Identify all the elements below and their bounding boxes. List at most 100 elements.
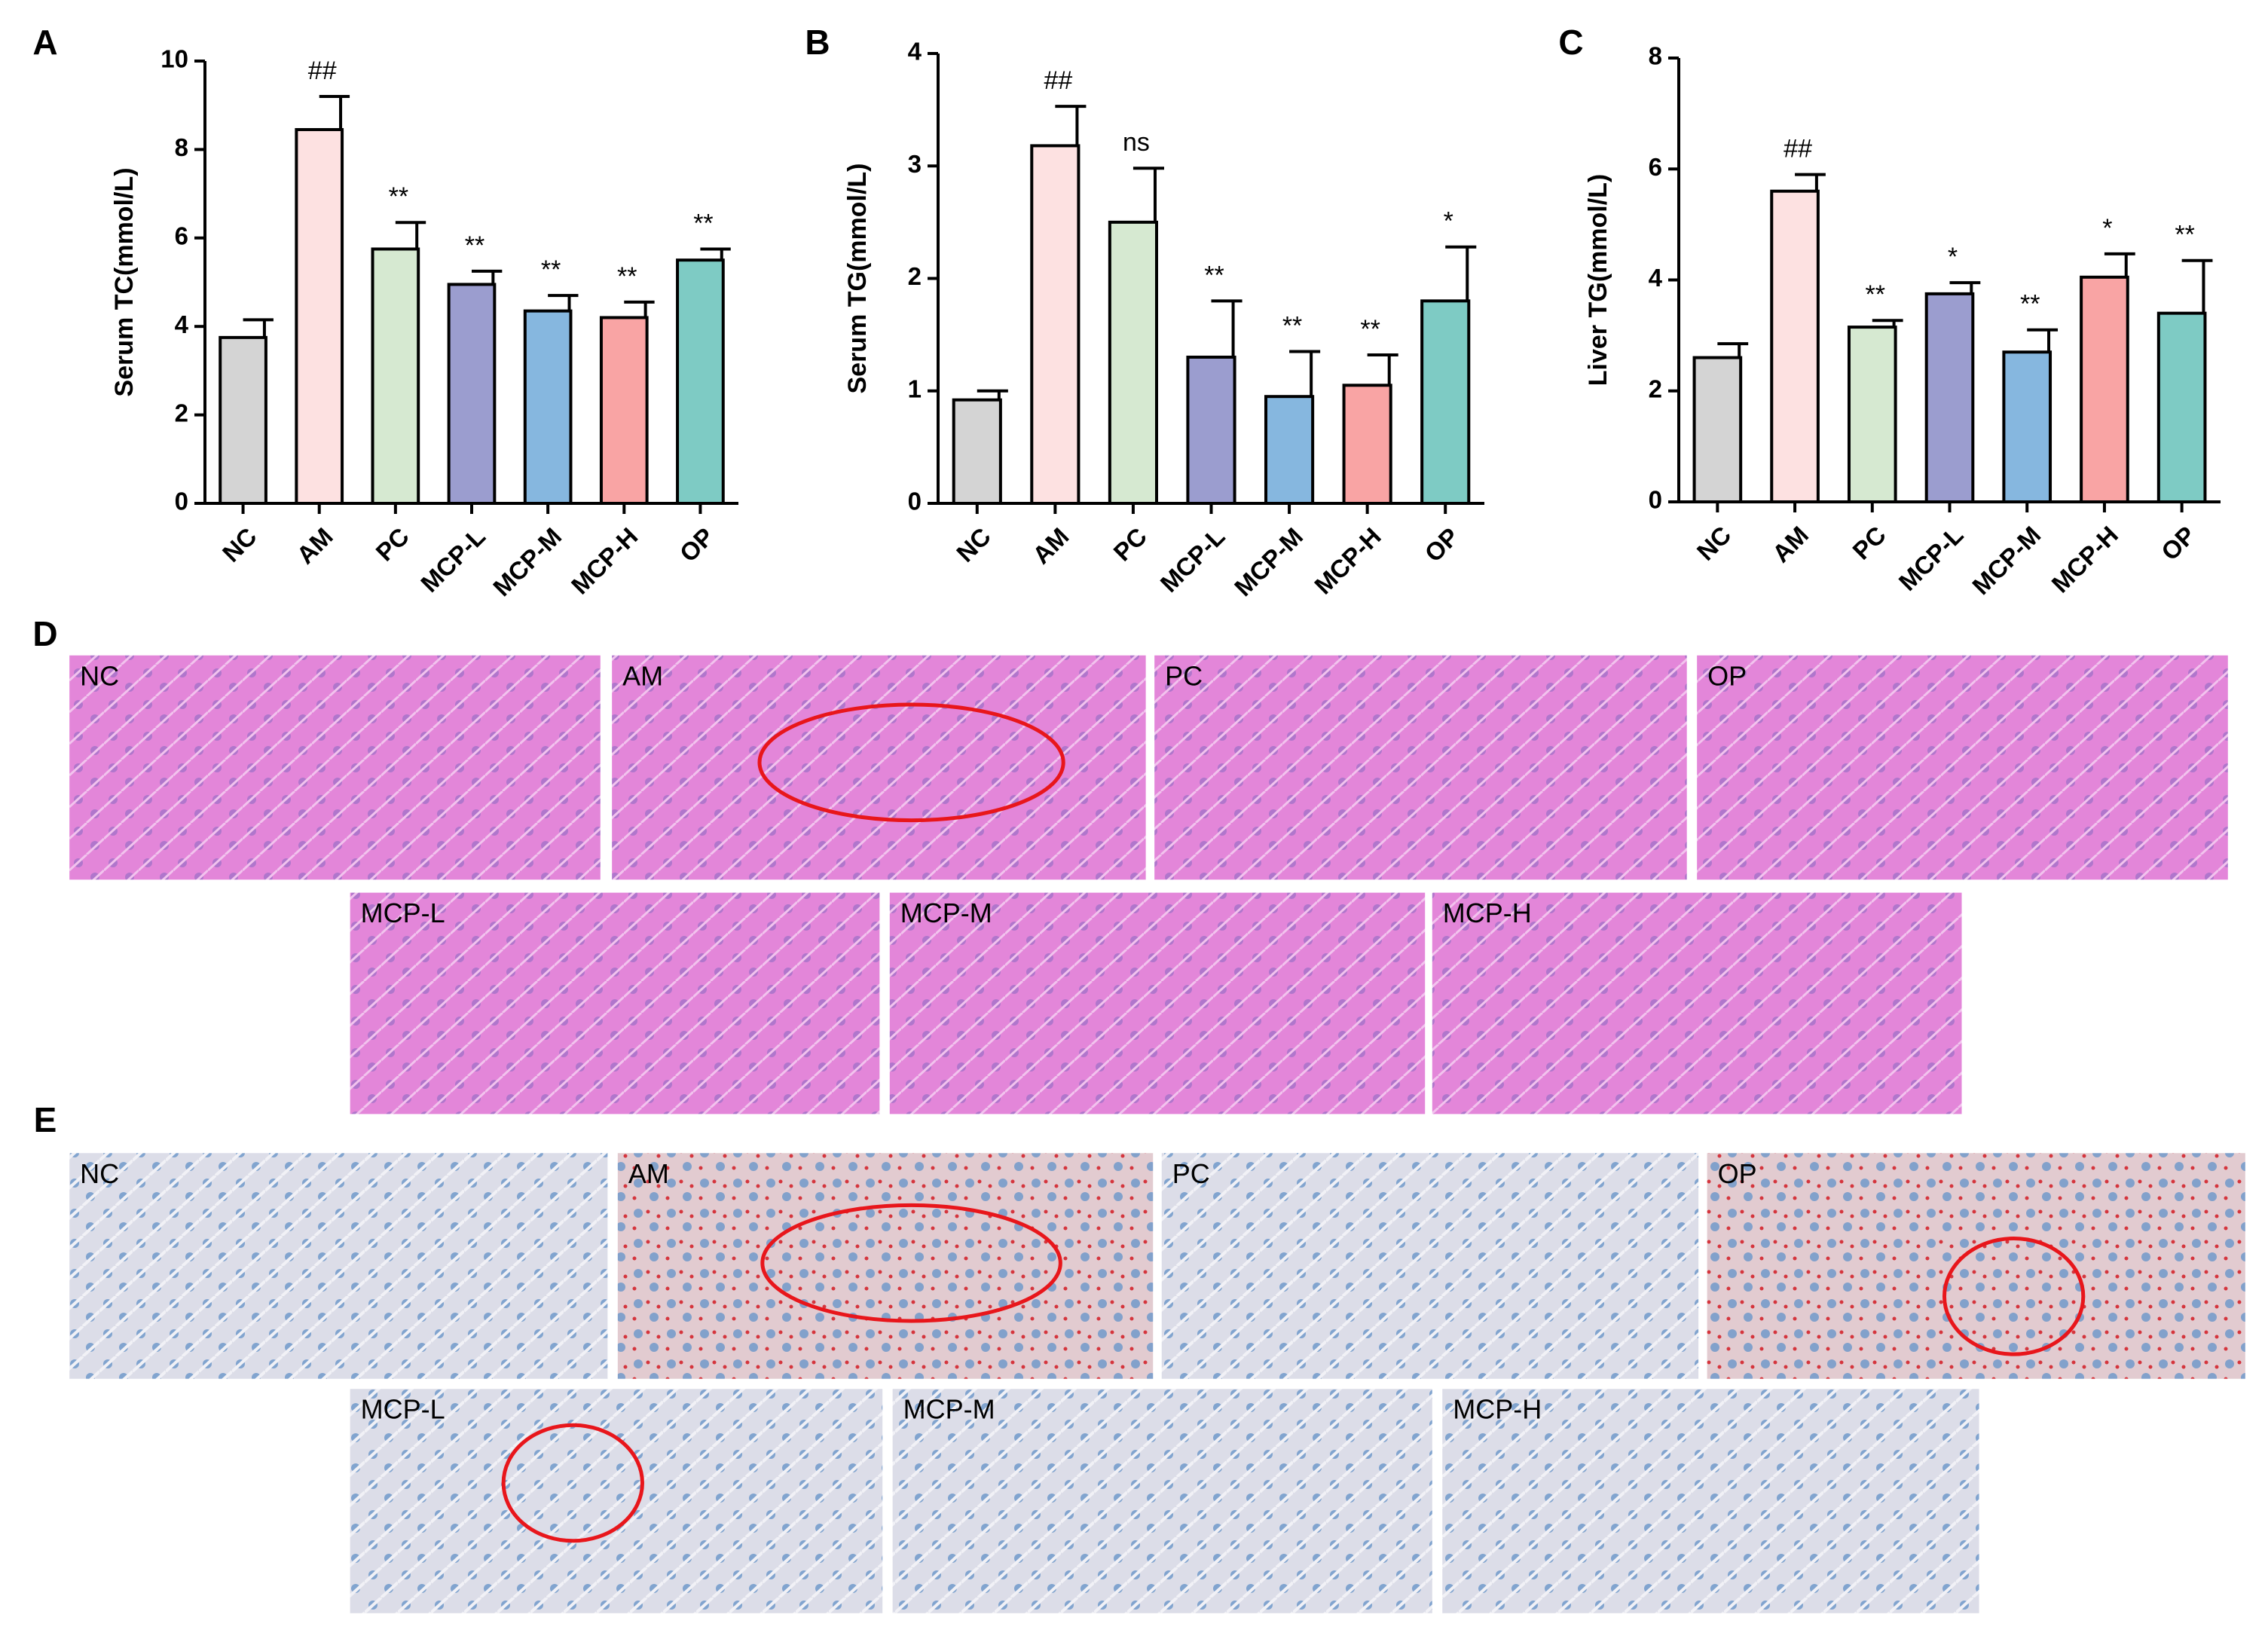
micrograph-label: MCP-H: [1443, 897, 1532, 928]
x-tick-label: MCP-M: [488, 522, 567, 601]
x-tick-label: MCP-H: [1309, 522, 1386, 600]
y-axis-label: Serum TC(mmol/L): [110, 167, 139, 396]
micrograph-label: AM: [622, 660, 663, 691]
micrograph-label: MCP-M: [900, 897, 992, 928]
significance-label: **: [389, 182, 408, 211]
micrograph: [1161, 1153, 1699, 1379]
y-tick-label: 6: [1649, 153, 1662, 181]
micrograph-label: NC: [80, 1158, 119, 1189]
bar: [1420, 299, 1471, 505]
y-tick-label: 2: [908, 262, 922, 290]
bar: [1030, 144, 1081, 505]
significance-label: ##: [1784, 135, 1812, 164]
significance-label: ##: [1044, 66, 1072, 95]
bar: [371, 247, 420, 505]
x-tick-label: MCP-L: [1894, 521, 1969, 596]
panel-label: A: [32, 23, 57, 62]
micrograph: [612, 655, 1146, 880]
panel-label: E: [34, 1100, 57, 1139]
x-tick-label: AM: [291, 522, 338, 569]
y-tick-label: 2: [1649, 375, 1662, 402]
x-tick-label: MCP-M: [1229, 522, 1308, 601]
bar: [447, 283, 497, 505]
bar: [219, 335, 267, 505]
x-tick-label: PC: [1847, 521, 1891, 565]
micrograph: [69, 655, 601, 880]
y-tick-label: 0: [1649, 486, 1662, 514]
bar: [1186, 355, 1236, 505]
significance-label: **: [1204, 261, 1224, 289]
highlight-circle: [1942, 1237, 2086, 1356]
bar: [2002, 350, 2053, 503]
significance-label: ns: [1123, 128, 1150, 157]
highlight-circle: [757, 702, 1065, 823]
bar: [599, 316, 649, 505]
y-tick-label: 2: [175, 399, 188, 427]
micrograph-label: PC: [1172, 1158, 1210, 1189]
micrograph-label: OP: [1707, 660, 1747, 691]
significance-label: **: [693, 209, 713, 237]
highlight-circle: [501, 1423, 644, 1543]
y-tick-label: 10: [160, 45, 188, 73]
highlight-circle: [760, 1203, 1062, 1323]
y-tick-label: 6: [175, 222, 188, 250]
micrograph-label: MCP-H: [1453, 1394, 1542, 1425]
micrograph-label: MCP-L: [361, 897, 445, 928]
y-axis-label: Serum TG(mmol/L): [843, 163, 872, 393]
micrograph-label: MCP-L: [361, 1394, 445, 1425]
x-tick-label: MCP-H: [2046, 521, 2123, 598]
panel-label: B: [805, 23, 830, 62]
x-tick-label: NC: [1692, 521, 1737, 566]
y-tick-label: 1: [908, 375, 922, 402]
micrograph: [1697, 655, 2228, 880]
y-tick-label: 0: [908, 488, 922, 515]
x-tick-label: OP: [2156, 521, 2201, 566]
x-tick-label: OP: [1419, 522, 1464, 567]
significance-label: *: [1444, 207, 1453, 236]
bar: [1342, 384, 1392, 505]
micrograph-label: AM: [628, 1158, 669, 1189]
micrograph-label: PC: [1165, 660, 1203, 691]
bar: [2156, 311, 2207, 503]
y-tick-label: 3: [908, 150, 922, 178]
micrograph-label: NC: [80, 660, 119, 691]
micrograph: [889, 892, 1426, 1114]
significance-label: *: [1948, 243, 1958, 271]
significance-label: **: [1866, 280, 1885, 309]
y-tick-label: 4: [1649, 264, 1663, 292]
micrograph: [1707, 1153, 2245, 1379]
panel-label: D: [32, 614, 57, 653]
x-tick-label: PC: [1108, 522, 1152, 567]
x-tick-label: AM: [1027, 522, 1074, 569]
x-tick-label: PC: [370, 522, 414, 567]
bar: [523, 309, 573, 505]
significance-label: **: [1360, 315, 1380, 344]
bar: [1264, 395, 1315, 506]
significance-label: **: [465, 231, 484, 260]
bar: [1924, 292, 1975, 503]
bar: [1692, 356, 1743, 504]
micrograph-label: OP: [1718, 1158, 1757, 1189]
micrograph: [1154, 655, 1687, 880]
x-tick-label: OP: [674, 522, 720, 567]
significance-label: **: [541, 255, 561, 284]
x-tick-label: AM: [1767, 521, 1814, 567]
micrograph: [1432, 892, 1962, 1114]
y-tick-label: 8: [175, 133, 188, 161]
y-axis-label: Liver TG(mmol/L): [1584, 174, 1612, 386]
x-tick-label: MCP-H: [566, 522, 643, 600]
x-tick-label: NC: [951, 522, 996, 567]
bar: [1847, 326, 1897, 503]
significance-label: **: [2020, 290, 2040, 319]
y-tick-label: 4: [175, 310, 189, 338]
x-tick-label: MCP-M: [1967, 521, 2046, 600]
micrograph: [617, 1153, 1154, 1379]
y-tick-label: 0: [175, 488, 188, 515]
micrograph-label: MCP-M: [903, 1394, 995, 1425]
micrograph: [350, 1389, 883, 1613]
micrograph: [1442, 1389, 1979, 1613]
bar: [295, 127, 344, 506]
panel-label: C: [1558, 23, 1583, 62]
significance-label: **: [1282, 311, 1302, 340]
